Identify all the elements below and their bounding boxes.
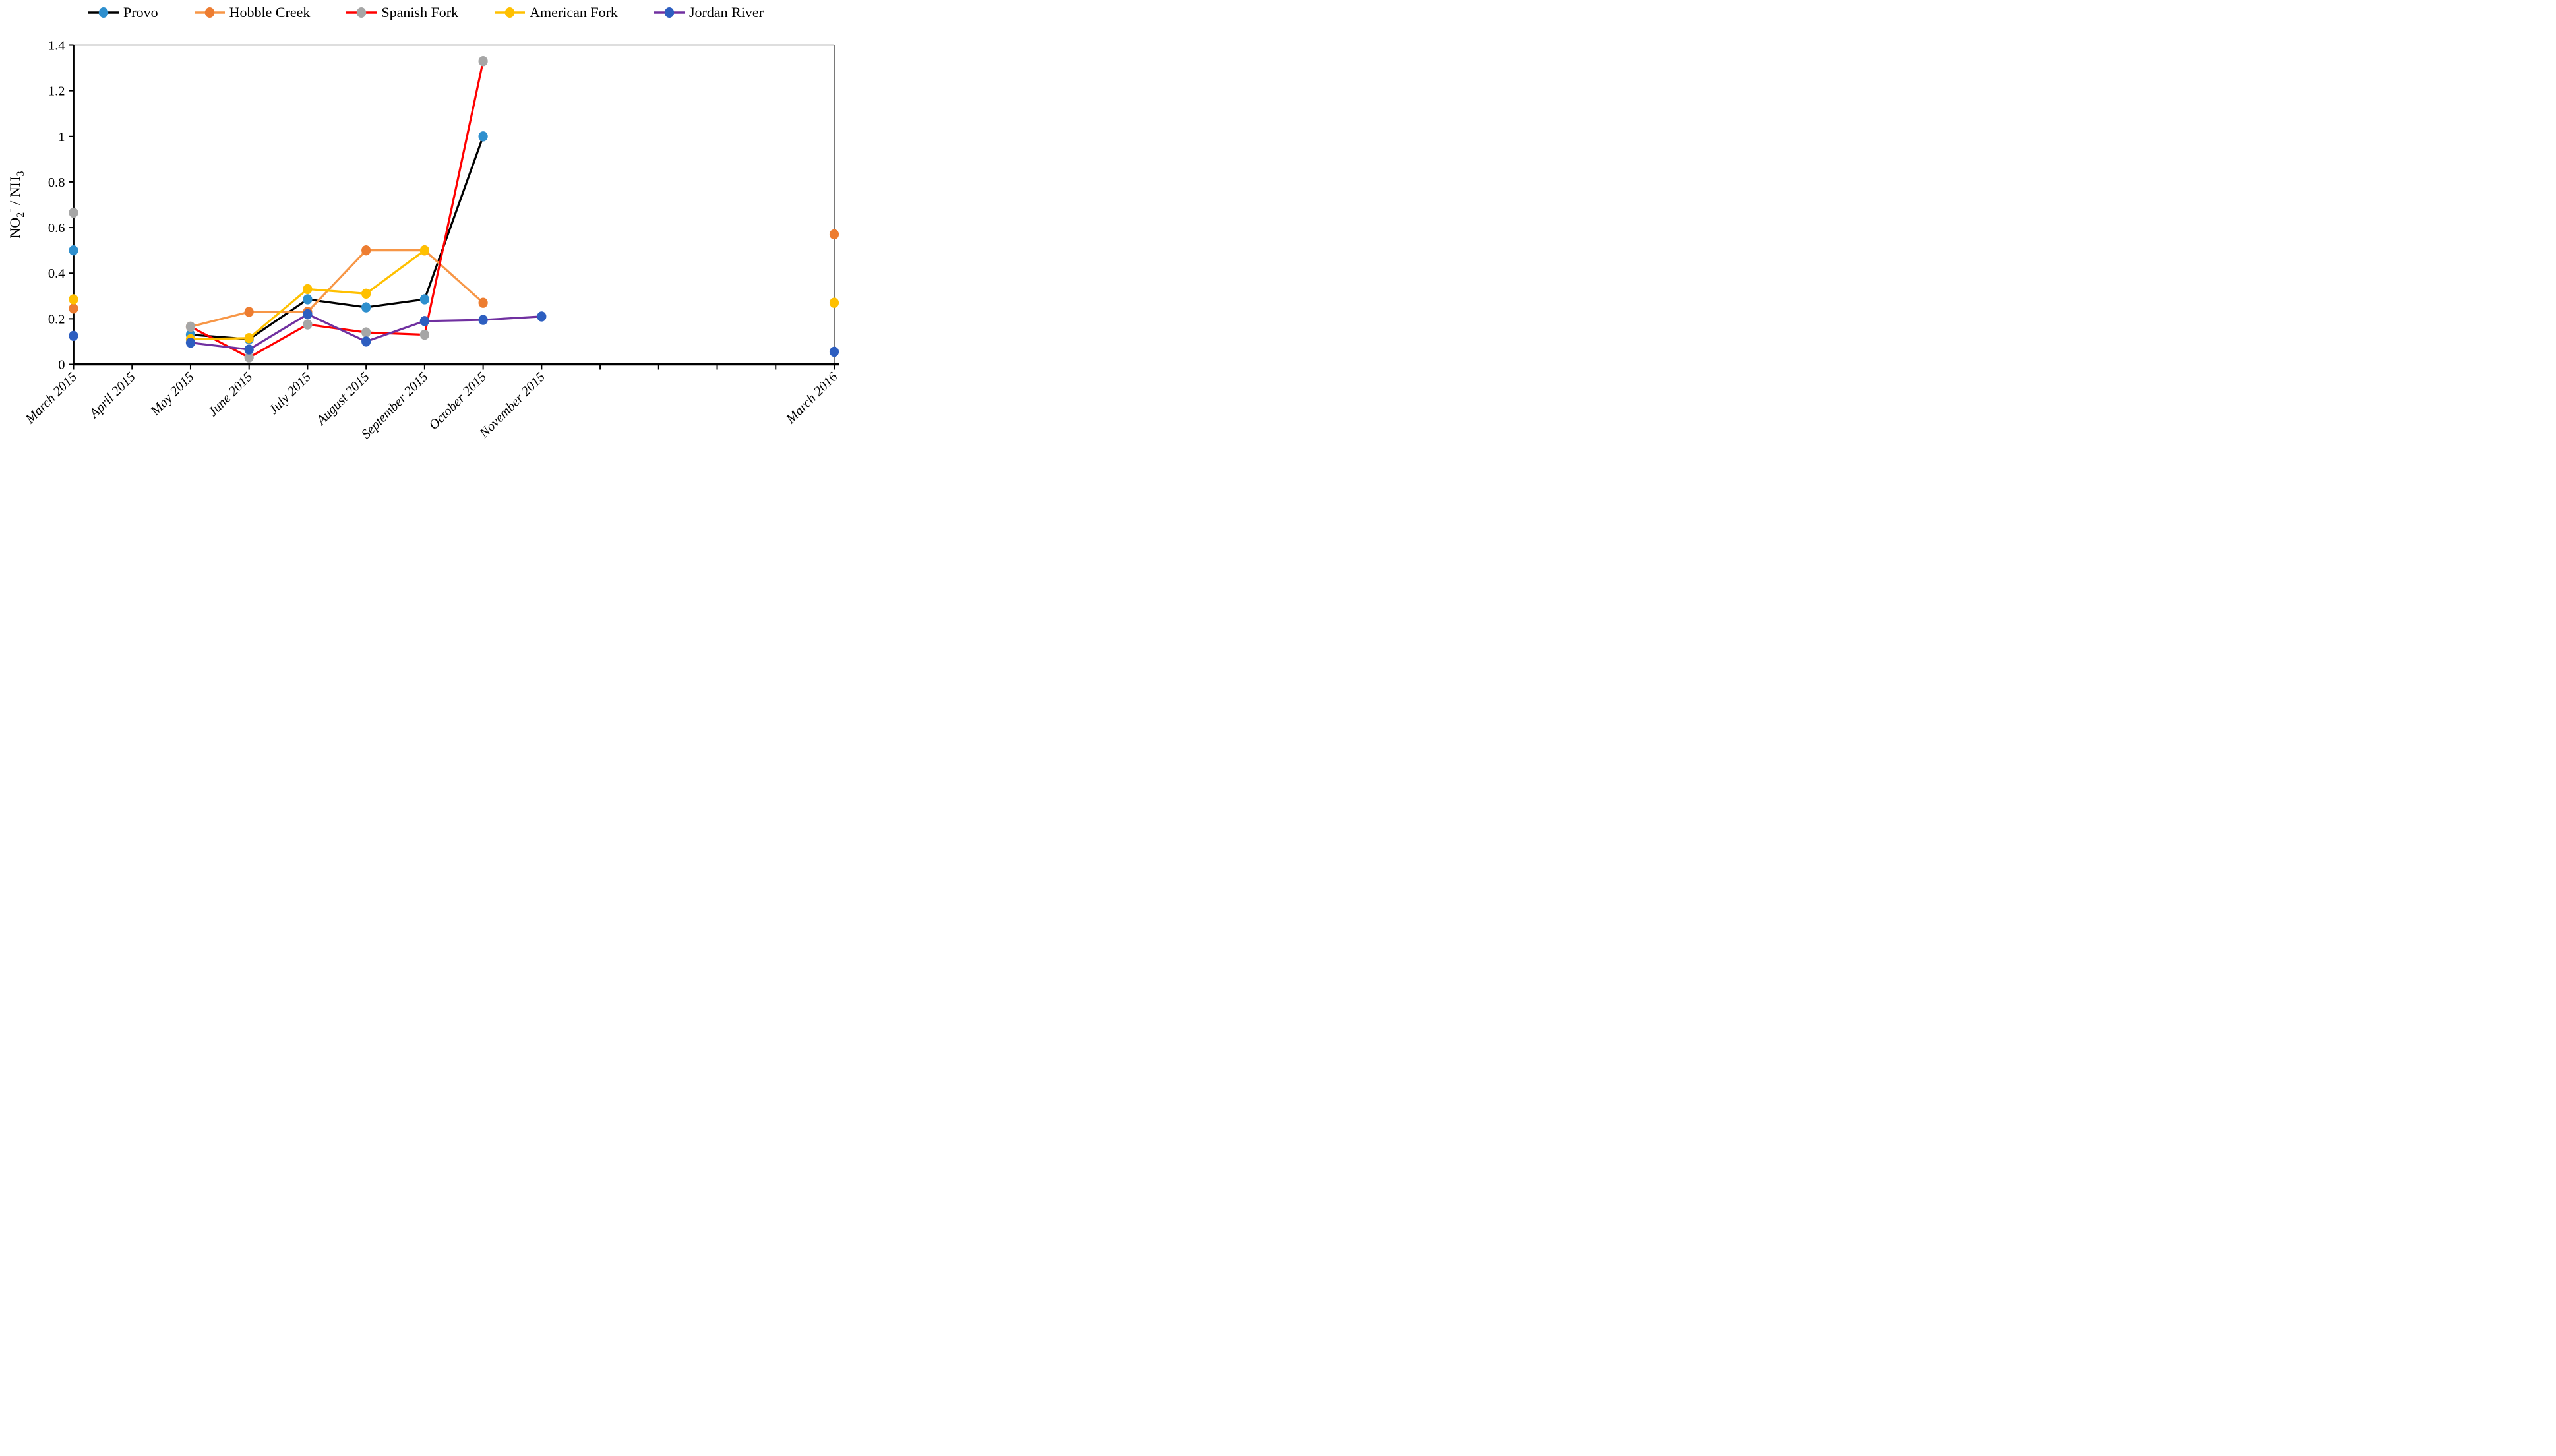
legend-item-spanish-fork: Spanish Fork [346, 4, 458, 21]
x-tick-label-october-2015: October 2015 [426, 369, 489, 433]
marker-spanish-fork [361, 327, 371, 338]
marker-american-fork [69, 294, 78, 305]
marker-spanish-fork [419, 329, 429, 340]
marker-hobble-creek [361, 245, 371, 256]
x-tick-label-april-2015: April 2015 [86, 369, 138, 421]
y-tick-label: 0.2 [48, 312, 65, 326]
marker-jordan-river [419, 316, 429, 326]
series-line-hobble-creek [190, 249, 484, 328]
marker-hobble-creek [69, 303, 78, 314]
marker-jordan-river [69, 330, 78, 341]
marker-hobble-creek [478, 297, 488, 308]
series-line-provo [190, 136, 485, 341]
x-tick-label-march-2015: March 2015 [22, 369, 80, 427]
marker-provo [303, 294, 313, 305]
marker-hobble-creek [829, 229, 839, 240]
y-tick-label: 0.8 [48, 175, 65, 190]
marker-jordan-river [829, 346, 839, 357]
marker-spanish-fork [303, 319, 313, 330]
marker-spanish-fork [244, 352, 254, 363]
x-tick-label-august-2015: August 2015 [313, 369, 373, 429]
legend-label-spanish-fork: Spanish Fork [381, 4, 459, 20]
marker-spanish-fork [185, 321, 196, 332]
legend-item-american-fork: American Fork [495, 4, 618, 21]
y-tick-label: 1 [58, 130, 65, 144]
legend-label-hobble-creek: Hobble Creek [229, 4, 311, 20]
marker-jordan-river [361, 336, 371, 347]
legend-item-jordan-river: Jordan River [654, 4, 764, 21]
marker-provo [419, 294, 429, 305]
legend-label-provo: Provo [123, 4, 158, 20]
chart-figure: 0 0.2 0.4 0.6 0.8 1 1.2 1.4 March 2015 April 2015… [0, 0, 852, 485]
legend-marker-provo [88, 7, 119, 18]
y-axis-title: NO2- / NH3 [5, 171, 26, 239]
marker-hobble-creek [244, 307, 254, 317]
legend-marker-american-fork [495, 7, 526, 18]
x-tick-label-march-2016: March 2016 [783, 369, 841, 427]
marker-american-fork [303, 284, 313, 295]
legend-marker-jordan-river [654, 7, 685, 18]
marker-american-fork [244, 333, 254, 344]
marker-american-fork [361, 288, 371, 299]
marker-american-fork [419, 245, 429, 256]
marker-jordan-river [537, 311, 547, 322]
y-tick-label: 1.4 [48, 39, 65, 53]
x-tick-label-may-2015: May 2015 [148, 369, 197, 419]
x-tick-label-july-2015: July 2015 [266, 369, 314, 417]
marker-provo [69, 245, 78, 256]
legend-marker-hobble-creek [194, 7, 225, 18]
legend-marker-spanish-fork [346, 7, 377, 18]
legend-label-jordan-river: Jordan River [688, 4, 764, 20]
y-tick-label: 0.6 [48, 221, 65, 235]
x-tick-label-june-2015: June 2015 [206, 369, 256, 419]
series-american-fork [69, 245, 839, 345]
legend-item-provo: Provo [88, 4, 158, 21]
marker-spanish-fork [478, 56, 488, 67]
series-line-spanish-fork [190, 61, 485, 359]
series-hobble-creek [69, 229, 839, 332]
marker-provo [361, 302, 371, 313]
marker-jordan-river [303, 309, 313, 320]
marker-jordan-river [244, 344, 254, 355]
line-chart-canvas: 0 0.2 0.4 0.6 0.8 1 1.2 1.4 March 2015 April 2015… [5, 39, 841, 442]
legend-item-hobble-creek: Hobble Creek [194, 4, 311, 21]
series-jordan-river [69, 309, 839, 357]
y-tick-label: 1.2 [48, 84, 65, 99]
marker-jordan-river [185, 337, 196, 348]
chart-legend: Provo Hobble Creek Spanish Fork American Fo… [0, 4, 852, 21]
y-tick-label: 0.4 [48, 266, 65, 281]
marker-jordan-river [478, 315, 488, 325]
marker-provo [478, 131, 488, 142]
marker-american-fork [829, 297, 839, 308]
legend-label-american-fork: American Fork [530, 4, 618, 20]
marker-spanish-fork [69, 207, 78, 218]
y-tick-label: 0 [58, 358, 65, 373]
